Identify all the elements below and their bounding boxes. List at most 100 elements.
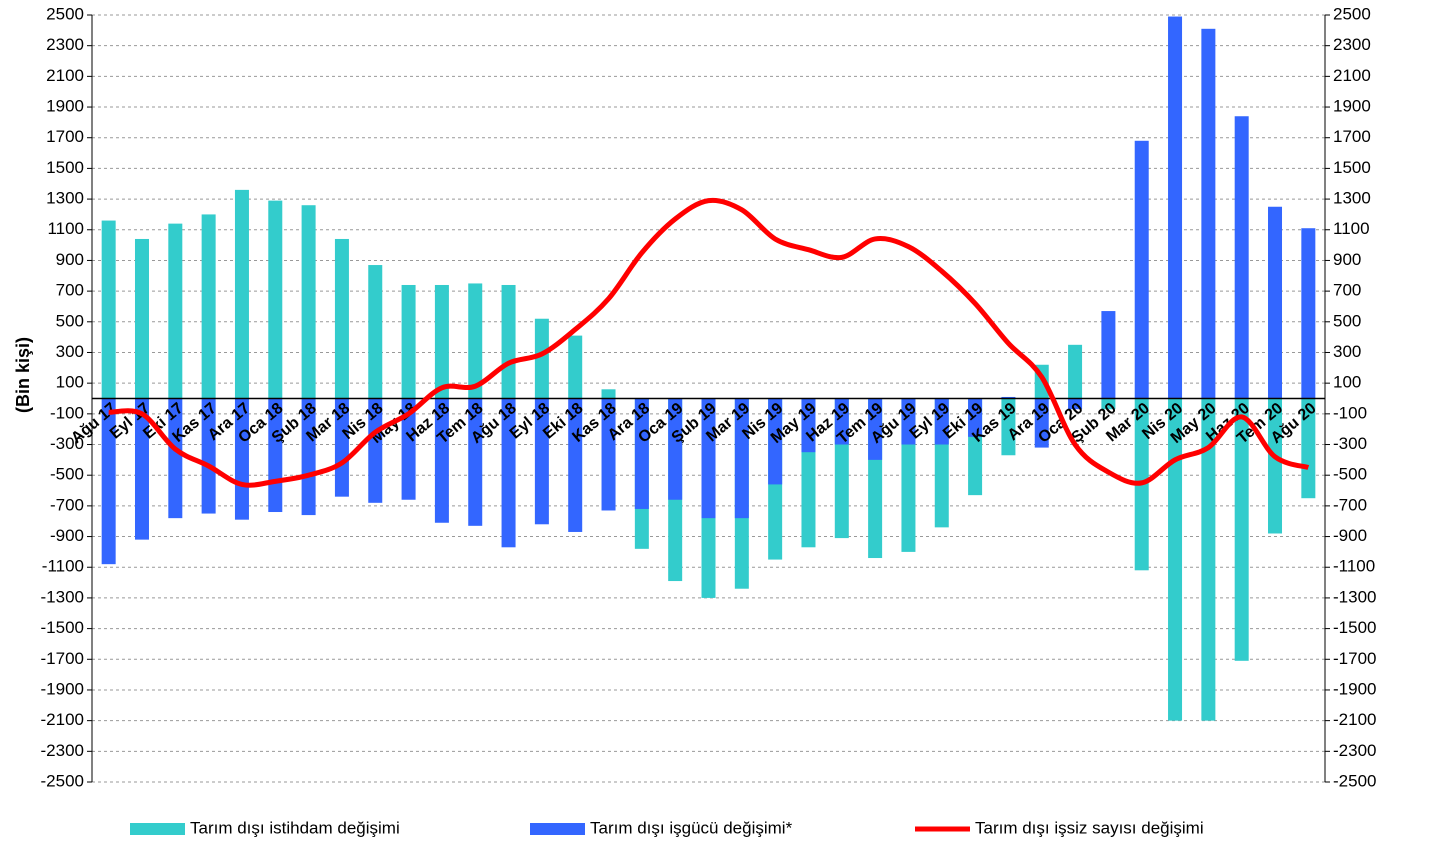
bar [134, 398, 149, 540]
bar [1068, 398, 1083, 410]
y2-tick-label: 2300 [1333, 35, 1371, 54]
bar [668, 398, 683, 500]
bar [434, 398, 449, 523]
bar [1301, 398, 1316, 499]
bar [501, 284, 516, 399]
bar [1234, 398, 1249, 661]
y-axis-label: (Bin kişi) [13, 337, 33, 413]
y-tick-label: -1300 [41, 587, 84, 606]
bar [234, 189, 249, 399]
bar [1301, 228, 1316, 399]
y-tick-label: 900 [56, 250, 84, 269]
bar [401, 398, 416, 500]
bar [468, 398, 483, 526]
y2-tick-label: 1700 [1333, 127, 1371, 146]
bar [501, 398, 516, 548]
y-tick-label: 1500 [46, 158, 84, 177]
bar [534, 318, 549, 399]
bar [268, 200, 283, 399]
bar [168, 398, 183, 519]
y-tick-label: -2100 [41, 710, 84, 729]
y-tick-label: 1700 [46, 127, 84, 146]
bar [1001, 396, 1016, 399]
bar [701, 398, 716, 519]
y-tick-label: -1500 [41, 618, 84, 637]
y-tick-label: -2500 [41, 771, 84, 790]
y2-tick-label: -1900 [1333, 679, 1376, 698]
bar [868, 398, 883, 460]
bar [968, 398, 983, 437]
bar [1068, 344, 1083, 399]
y2-tick-label: 2500 [1333, 4, 1371, 23]
y2-tick-label: -1300 [1333, 587, 1376, 606]
bar [101, 398, 116, 565]
legend-swatch [530, 823, 585, 835]
bar [368, 398, 383, 503]
y-tick-label: -100 [50, 403, 84, 422]
bar [1034, 398, 1049, 448]
bar [201, 214, 216, 399]
bar [101, 220, 116, 399]
y2-tick-label: -1500 [1333, 618, 1376, 637]
y-tick-label: -500 [50, 465, 84, 484]
bar [768, 398, 783, 485]
y-tick-label: 1900 [46, 97, 84, 116]
y-tick-label: 2300 [46, 35, 84, 54]
bar [334, 398, 349, 497]
y2-tick-label: 100 [1333, 373, 1361, 392]
bar [134, 238, 149, 399]
bar [1134, 140, 1149, 399]
legend-label: Tarım dışı istihdam değişimi [190, 818, 400, 837]
y-tick-label: 1100 [47, 219, 84, 238]
y2-tick-label: 300 [1333, 342, 1361, 361]
y-tick-label: 2500 [46, 4, 84, 23]
legend-label: Tarım dışı işsiz sayısı değişimi [975, 818, 1204, 837]
y2-tick-label: -100 [1333, 403, 1367, 422]
bar [1101, 311, 1116, 399]
y-tick-label: -300 [50, 434, 84, 453]
bar [1168, 398, 1183, 721]
bar [301, 398, 316, 516]
y-tick-label: 100 [56, 373, 84, 392]
y2-tick-label: -900 [1333, 526, 1367, 545]
bar [1168, 16, 1183, 399]
bar [1201, 28, 1216, 399]
y-tick-label: 700 [56, 281, 84, 300]
y2-tick-label: 500 [1333, 311, 1361, 330]
bar [301, 205, 316, 399]
y2-tick-label: -500 [1333, 465, 1367, 484]
bar [1234, 116, 1249, 399]
bar [734, 398, 749, 519]
y-tick-label: 1300 [46, 189, 84, 208]
bar [534, 398, 549, 525]
y-tick-label: -700 [50, 495, 84, 514]
bar [801, 398, 816, 453]
y2-tick-label: 1900 [1333, 97, 1371, 116]
y2-tick-label: -2300 [1333, 741, 1376, 760]
bar [568, 398, 583, 532]
bar [601, 398, 616, 511]
bar [368, 265, 383, 399]
y2-tick-label: -300 [1333, 434, 1367, 453]
bar [234, 398, 249, 520]
bar [568, 335, 583, 399]
bar [1268, 398, 1283, 534]
bar [834, 398, 849, 445]
y-tick-label: 500 [56, 311, 84, 330]
bar [1101, 398, 1116, 410]
y2-tick-label: 1500 [1333, 158, 1371, 177]
line [108, 197, 1310, 488]
y2-tick-label: 900 [1333, 250, 1361, 269]
legend-swatch [130, 823, 185, 835]
y2-tick-label: -2100 [1333, 710, 1376, 729]
y2-tick-label: 1300 [1333, 189, 1371, 208]
y-tick-label: -1100 [42, 557, 84, 576]
y-tick-label: -900 [50, 526, 84, 545]
bar [401, 284, 416, 399]
y-tick-label: -1900 [41, 679, 84, 698]
bar [334, 238, 349, 399]
bar [934, 398, 949, 445]
bar [1268, 206, 1283, 399]
y2-tick-label: -2500 [1333, 771, 1376, 790]
